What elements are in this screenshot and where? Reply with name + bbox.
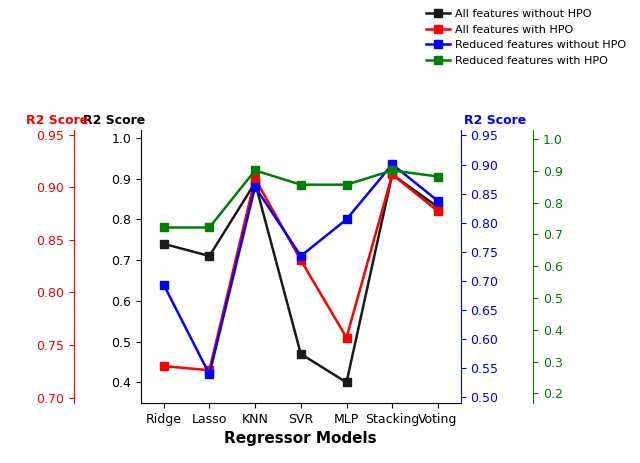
All features with HPO	[252, 176, 259, 181]
All features with HPO	[388, 172, 396, 177]
Reduced features without HPO	[342, 217, 350, 222]
Line: Reduced features without HPO: Reduced features without HPO	[159, 160, 442, 378]
Reduced features without HPO	[388, 162, 396, 167]
Line: All features without HPO: All features without HPO	[159, 170, 442, 387]
All features with HPO	[342, 335, 350, 340]
Reduced features without HPO	[160, 282, 168, 288]
All features without HPO	[205, 253, 213, 259]
Reduced features without HPO	[297, 253, 305, 259]
All features without HPO	[160, 241, 168, 247]
All features without HPO	[388, 172, 396, 177]
Reduced features with HPO	[388, 168, 396, 173]
Reduced features without HPO	[252, 184, 259, 189]
X-axis label: Regressor Models: Regressor Models	[225, 431, 377, 446]
Reduced features without HPO	[434, 198, 442, 204]
Legend: All features without HPO, All features with HPO, Reduced features without HPO, R: All features without HPO, All features w…	[422, 5, 630, 70]
All features without HPO	[342, 380, 350, 385]
Reduced features with HPO	[252, 168, 259, 173]
Text: R2 Score: R2 Score	[464, 114, 526, 127]
Reduced features without HPO	[205, 371, 213, 377]
All features without HPO	[434, 204, 442, 210]
All features with HPO	[160, 363, 168, 369]
All features without HPO	[297, 351, 305, 357]
All features with HPO	[434, 208, 442, 214]
Reduced features with HPO	[342, 182, 350, 188]
All features with HPO	[297, 257, 305, 263]
Reduced features with HPO	[297, 182, 305, 188]
All features without HPO	[252, 180, 259, 185]
All features with HPO	[205, 368, 213, 373]
Line: Reduced features with HPO: Reduced features with HPO	[159, 166, 442, 232]
Text: R2 Score: R2 Score	[26, 114, 88, 127]
Reduced features with HPO	[160, 225, 168, 230]
Reduced features with HPO	[205, 225, 213, 230]
Text: R2 Score: R2 Score	[83, 114, 145, 127]
Line: All features with HPO: All features with HPO	[159, 170, 442, 375]
Reduced features with HPO	[434, 174, 442, 179]
